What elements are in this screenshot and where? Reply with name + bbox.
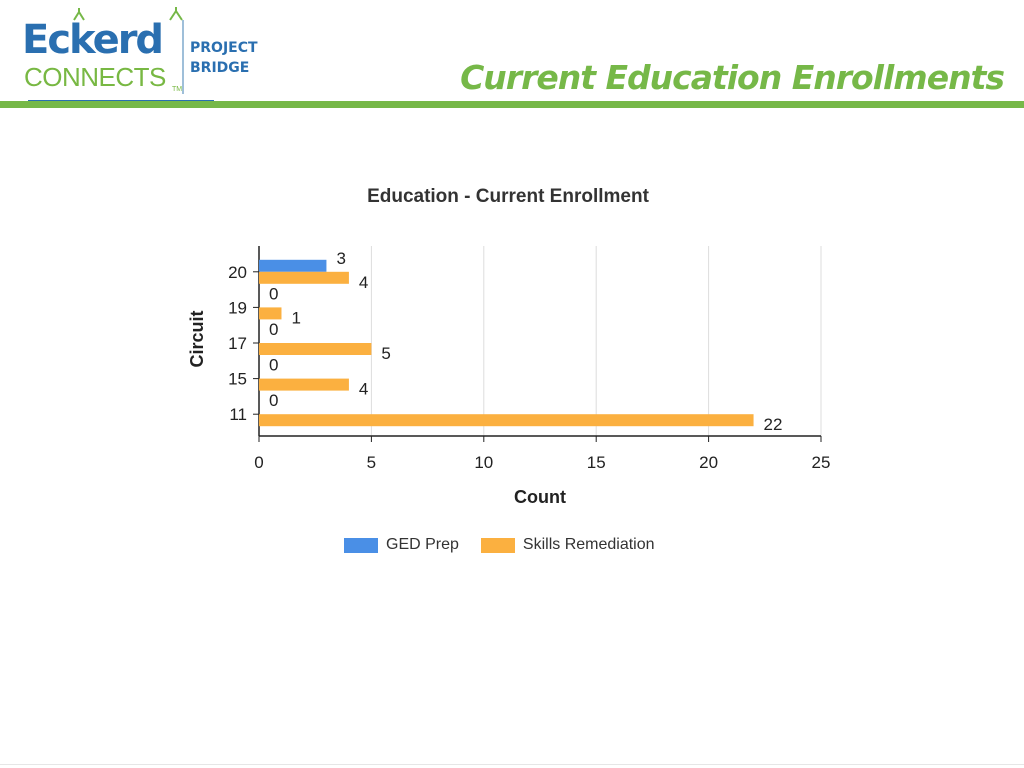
chart-legend: GED Prep Skills Remediation	[344, 536, 677, 554]
logo-program-name: PROJECT BRIDGE	[190, 38, 258, 78]
data-label-ged-prep: 0	[269, 356, 278, 375]
data-label-ged-prep: 0	[269, 320, 278, 339]
data-label-skills-remediation: 4	[359, 273, 368, 292]
data-label-ged-prep: 0	[269, 284, 278, 303]
page-title: Current Education Enrollments	[460, 58, 1005, 97]
x-tick-label: 0	[254, 453, 263, 472]
legend-label-skills-remediation: Skills Remediation	[522, 536, 655, 553]
bar-skills-remediation	[259, 378, 349, 391]
legend-item-skills-remediation: Skills Remediation	[480, 536, 655, 554]
logo-brand-top: Eckerd	[22, 17, 164, 63]
x-tick-label: 25	[812, 453, 831, 472]
x-tick-label: 5	[367, 453, 376, 472]
data-label-skills-remediation: 22	[764, 415, 783, 434]
chart-title: Education - Current Enrollment	[367, 186, 649, 207]
data-label-ged-prep: 0	[269, 391, 278, 410]
logo-brand-bottom: CONNECTS	[24, 62, 166, 92]
bar-skills-remediation	[259, 307, 282, 320]
data-label-skills-remediation: 5	[381, 344, 390, 363]
data-label-skills-remediation: 1	[291, 308, 300, 327]
y-tick-label: 15	[228, 370, 247, 389]
y-axis-title: Circuit	[187, 310, 207, 367]
legend-swatch-ged-prep	[344, 537, 378, 553]
logo-program-line2: BRIDGE	[190, 60, 250, 76]
logo-trademark: TM	[172, 86, 183, 93]
data-label-ged-prep: 3	[336, 249, 345, 268]
legend-item-ged-prep: GED Prep	[344, 536, 459, 554]
x-tick-label: 10	[474, 453, 493, 472]
logo-divider	[182, 20, 184, 94]
data-label-skills-remediation: 4	[359, 380, 368, 399]
bar-skills-remediation	[259, 414, 754, 427]
bar-ged-prep	[259, 259, 327, 272]
y-tick-label: 17	[228, 334, 247, 353]
bar-skills-remediation	[259, 343, 372, 355]
y-tick-label: 19	[228, 298, 247, 317]
header-divider-bar	[0, 101, 1024, 108]
legend-label-ged-prep: GED Prep	[386, 536, 459, 553]
legend-swatch-skills-remediation	[480, 537, 515, 553]
footer-rule	[0, 764, 1024, 765]
y-tick-label: 20	[228, 263, 247, 282]
x-axis-title: Count	[514, 487, 566, 507]
eckerd-connects-logo: Eckerd CONNECTS TM PROJECT BRIDGE	[22, 6, 272, 103]
logo-figures-icon	[73, 7, 183, 21]
x-tick-label: 15	[587, 453, 606, 472]
logo-program-line1: PROJECT	[190, 40, 258, 56]
x-tick-label: 20	[699, 453, 718, 472]
y-tick-label: 11	[229, 405, 247, 424]
bar-skills-remediation	[259, 271, 349, 284]
